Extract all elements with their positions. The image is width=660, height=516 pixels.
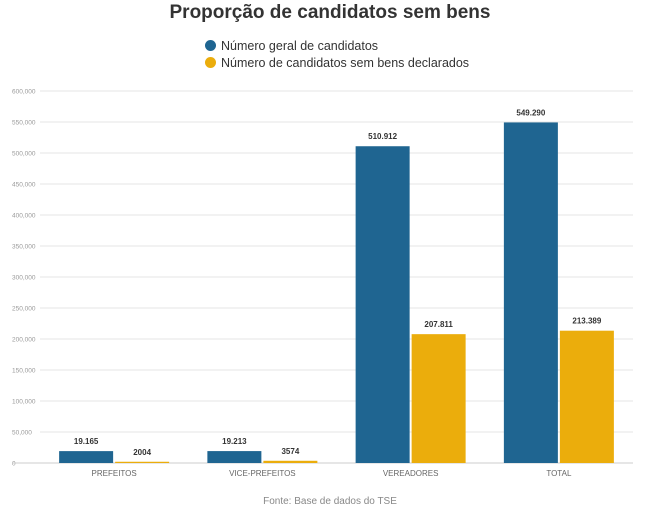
data-label: 549.290: [516, 108, 545, 117]
bar-no-assets: [115, 461, 170, 463]
legend-label-no-assets: Número de candidatos sem bens declarados: [221, 55, 470, 70]
bar-total: [207, 451, 262, 463]
y-tick-label: 0: [12, 461, 16, 468]
y-tick-label: 300,000: [12, 275, 36, 282]
x-tick-label: VEREADORES: [383, 469, 439, 478]
bar-no-assets: [411, 334, 466, 463]
y-tick-label: 250,000: [12, 306, 36, 313]
bar-total: [503, 122, 558, 464]
data-label: 19.165: [74, 437, 99, 446]
y-tick-label: 600,000: [12, 89, 36, 96]
y-tick-label: 400,000: [12, 213, 36, 220]
y-tick-label: 50,000: [12, 430, 32, 437]
y-tick-label: 200,000: [12, 337, 36, 344]
legend-label-total-candidates: Número geral de candidatos: [221, 38, 379, 53]
bar-no-assets: [263, 460, 318, 463]
bar-no-assets: [559, 330, 614, 463]
y-tick-label: 450,000: [12, 182, 36, 189]
data-label: 510.912: [368, 132, 397, 141]
legend-item-no-assets: Número de candidatos sem bens declarados: [205, 54, 469, 71]
legend-item-total-candidates: Número geral de candidatos: [205, 37, 469, 54]
bar-total: [355, 146, 410, 463]
data-label: 213.389: [572, 317, 601, 326]
chart-title: Proporção de candidatos sem bens: [169, 2, 491, 23]
chart-legend: Número geral de candidatos Número de can…: [205, 37, 469, 71]
y-tick-label: 100,000: [12, 399, 36, 406]
legend-swatch-yellow: [205, 57, 216, 68]
data-label: 207.811: [424, 320, 453, 329]
y-tick-label: 500,000: [12, 151, 36, 158]
y-tick-label: 550,000: [12, 120, 36, 127]
bar-total: [59, 451, 114, 463]
data-label: 3574: [281, 447, 299, 456]
data-label: 2004: [133, 448, 151, 457]
y-tick-label: 350,000: [12, 244, 36, 251]
x-tick-label: PREFEITOS: [92, 469, 137, 478]
source-note: Fonte: Base de dados do TSE: [263, 496, 397, 507]
x-tick-label: VICE-PREFEITOS: [229, 469, 296, 478]
legend-swatch-blue: [205, 40, 216, 51]
x-tick-label: TOTAL: [546, 469, 572, 478]
y-tick-label: 150,000: [12, 368, 36, 375]
data-label: 19.213: [222, 437, 247, 446]
